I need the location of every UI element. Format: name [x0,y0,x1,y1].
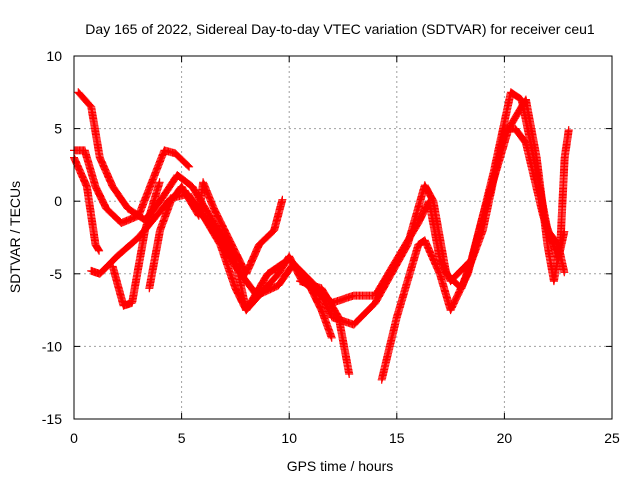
series-track5 [108,178,164,310]
plus-markers [156,198,175,235]
plus-markers [420,181,437,204]
plus-markers [91,182,110,212]
plus-markers [134,147,168,220]
series-track8 [296,277,354,378]
plus-markers [141,178,164,235]
plus-markers [209,226,239,270]
x-tick-label: 25 [604,430,620,446]
plus-markers [496,126,513,162]
plus-markers [209,204,239,255]
series-track2 [70,146,194,227]
plus-markers [349,299,379,329]
plot-border [73,55,613,420]
plus-markers [429,197,450,277]
x-tick-label: 10 [281,430,297,446]
data-marks [70,88,573,384]
plus-markers [171,149,194,171]
plus-markers [446,271,472,315]
plus-markers [113,234,142,261]
plus-markers [173,171,196,190]
plus-markers [108,182,131,212]
plus-markers [74,88,95,110]
y-tick-label: 10 [46,48,62,64]
plus-markers [128,227,149,307]
plus-markers [255,227,278,249]
plus-markers [511,124,530,146]
plus-markers [334,313,354,378]
plus-markers [403,182,429,249]
plus-markers [102,204,125,226]
plus-markers [231,262,261,299]
plus-markers [392,242,422,322]
x-tick-label: 5 [178,430,186,446]
plus-markers [506,88,525,103]
plus-markers [317,306,336,342]
plus-markers [478,155,504,220]
plus-markers [209,219,239,262]
plus-markers [549,242,565,286]
plus-markers [371,242,411,307]
y-axis-label: SDTVAR / TECUs [7,181,23,293]
plus-markers [463,213,487,278]
plus-markers [377,314,401,384]
plus-markers [521,95,541,161]
plus-markers [117,212,142,227]
plus-markers [420,236,444,277]
plus-markers [95,253,120,278]
series-track3 [70,153,104,255]
plus-markers [560,126,573,162]
x-tick-label: 0 [70,430,78,446]
plus-markers [108,262,128,309]
x-axis-label: GPS time / hours [287,458,394,474]
plus-markers [317,291,336,321]
chart-title: Day 165 of 2022, Sidereal Day-to-day VTE… [85,21,595,37]
plus-markers [87,102,104,161]
x-tick-label: 15 [389,430,405,446]
plus-markers [532,153,552,248]
plus-markers [145,227,164,293]
plus-markers [184,192,217,234]
plus-markers [556,155,569,249]
y-tick-label: 5 [54,121,62,137]
y-tick-label: 0 [54,193,62,209]
plus-markers [199,178,218,212]
y-tick-label: -10 [42,338,62,354]
plus-markers [270,195,287,235]
plus-markers [91,240,104,255]
plus-markers [156,172,181,206]
y-tick-label: -15 [42,411,62,427]
y-tick-label: -5 [50,266,63,282]
plus-markers [80,146,100,190]
plus-markers [252,282,282,300]
plus-markers [95,153,117,190]
x-tick-label: 20 [497,430,513,446]
plus-markers [242,242,263,278]
plus-markers [317,284,342,321]
plus-markers [82,182,100,248]
plus-markers [296,277,325,292]
series-track9 [377,95,573,384]
